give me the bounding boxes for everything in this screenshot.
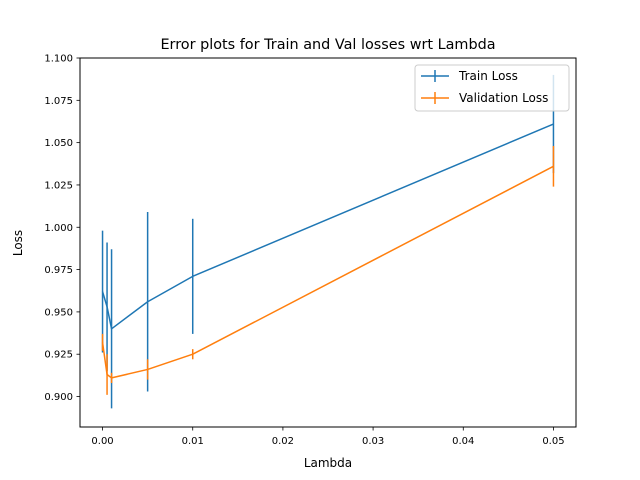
x-tick-label: 0.05	[542, 436, 564, 447]
x-tick-label: 0.04	[452, 436, 474, 447]
series-line-validation-loss	[101, 165, 554, 379]
y-tick-label: 1.000	[44, 223, 73, 234]
x-tick-label: 0.02	[272, 436, 294, 447]
y-tick-label: 0.925	[44, 350, 73, 361]
series-line-train-loss	[101, 123, 554, 330]
legend-label-validation-loss: Validation Loss	[459, 91, 548, 105]
x-tick-label: 0.01	[182, 436, 204, 447]
y-tick-label: 1.050	[44, 138, 73, 149]
y-tick-label: 0.950	[44, 307, 73, 318]
x-axis: 0.00 0.01 0.02 0.03 0.04 0.05	[91, 427, 565, 447]
legend-label-train-loss: Train Loss	[458, 69, 518, 83]
series-layer	[101, 74, 555, 409]
plot-area-border	[79, 57, 577, 428]
legend: Train Loss Validation Loss	[414, 64, 570, 112]
chart-title: Error plots for Train and Val losses wrt…	[160, 37, 495, 53]
y-tick-label: 1.100	[44, 54, 73, 65]
y-axis-label: Loss	[11, 230, 25, 256]
series-validation-loss	[101, 146, 555, 395]
y-axis: 0.900 0.925 0.950 0.975 1.000 1.025 1.050 1.075…	[44, 54, 80, 403]
legend-box	[414, 64, 570, 112]
x-axis-label: Lambda	[304, 456, 352, 470]
x-tick-label: 0.00	[91, 436, 113, 447]
y-tick-label: 0.975	[44, 265, 73, 276]
y-tick-label: 1.025	[44, 180, 73, 191]
axes-frame	[79, 57, 577, 428]
y-tick-label: 0.900	[44, 392, 73, 403]
x-tick-label: 0.03	[362, 436, 384, 447]
y-tick-label: 1.075	[44, 96, 73, 107]
